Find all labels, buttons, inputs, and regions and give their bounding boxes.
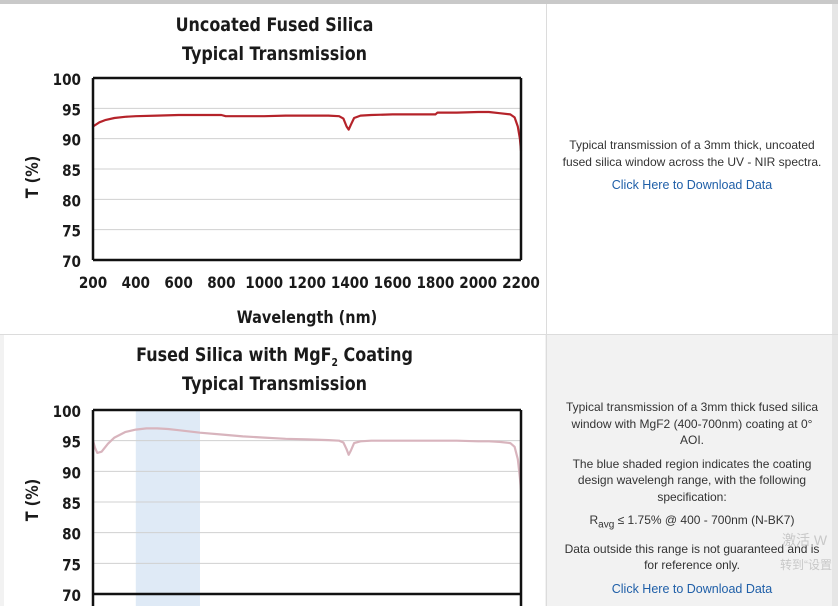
y-tick-label: 100 bbox=[53, 403, 81, 421]
x-tick-label: 1600 bbox=[374, 274, 412, 292]
y-tick-label: 85 bbox=[62, 162, 81, 180]
x-tick-label: 1400 bbox=[331, 274, 369, 292]
spec-subscript: avg bbox=[598, 519, 615, 531]
chart-mgf2-transmission: 100 95 90 85 80 75 70 T (%) bbox=[22, 403, 523, 606]
x-tick-label: 200 bbox=[79, 274, 107, 292]
title-subscript: 2 bbox=[331, 355, 338, 369]
description-block: Typical transmission of a 3mm thick fuse… bbox=[559, 399, 825, 597]
y-tick-label: 95 bbox=[62, 101, 81, 119]
transmission-series-line bbox=[92, 110, 523, 151]
activation-watermark-sub: 转到“设置 bbox=[780, 558, 832, 572]
shaded-region-text: The blue shaded region indicates the coa… bbox=[572, 456, 812, 504]
scrollbar-track[interactable] bbox=[832, 4, 838, 334]
x-tick-label: 600 bbox=[164, 274, 192, 292]
y-tick-label: 100 bbox=[53, 71, 81, 89]
description-block: Typical transmission of a 3mm thick, unc… bbox=[559, 137, 825, 194]
y-tick-label: 85 bbox=[62, 495, 81, 513]
x-tick-label: 400 bbox=[122, 274, 150, 292]
y-tick-label: 75 bbox=[62, 556, 81, 574]
y-axis-label: T (%) bbox=[22, 479, 42, 522]
x-tick-label: 1000 bbox=[245, 274, 283, 292]
chart-cell-uncoated: Uncoated Fused Silica Typical Transmissi… bbox=[4, 4, 545, 334]
description-text: Typical transmission of a 3mm thick fuse… bbox=[565, 400, 819, 447]
coating-range-shade bbox=[135, 410, 200, 606]
x-tick-label: 2000 bbox=[459, 274, 497, 292]
y-tick-label: 90 bbox=[62, 464, 81, 482]
x-tick-label: 800 bbox=[207, 274, 235, 292]
chart-uncoated-transmission: 100 95 90 85 80 75 70 200 400 600 800 1000 1200 1400 1… bbox=[22, 71, 540, 327]
chart-cell-mgf2: Fused Silica with MgF2 Coating Typical T… bbox=[4, 335, 545, 606]
y-tick-label: 70 bbox=[62, 253, 81, 271]
x-tick-label: 1800 bbox=[416, 274, 454, 292]
y-tick-label: 90 bbox=[62, 132, 81, 150]
product-row-uncoated: Uncoated Fused Silica Typical Transmissi… bbox=[0, 4, 838, 335]
description-text: Typical transmission of a 3mm thick, unc… bbox=[562, 138, 822, 169]
y-tick-label: 80 bbox=[62, 192, 81, 210]
chart-title-line2: Typical Transmission bbox=[181, 43, 368, 65]
transmission-series-line bbox=[91, 427, 523, 490]
title-text: Fused Silica with MgF bbox=[136, 344, 332, 366]
x-tick-label: 2200 bbox=[502, 274, 540, 292]
y-tick-label: 75 bbox=[62, 223, 81, 241]
top-border bbox=[0, 0, 838, 4]
x-axis-label: Wavelength (nm) bbox=[237, 307, 377, 327]
disclaimer-text: Data outside this range is not guarantee… bbox=[564, 541, 820, 573]
spec-value: ≤ 1.75% @ 400 - 700nm (N-BK7) bbox=[614, 513, 795, 527]
product-row-mgf2: Fused Silica with MgF2 Coating Typical T… bbox=[0, 335, 838, 606]
activation-watermark: 激活 W bbox=[782, 532, 828, 548]
description-cell-mgf2: Typical transmission of a 3mm thick fuse… bbox=[546, 335, 833, 606]
y-tick-label: 70 bbox=[62, 587, 81, 605]
chart-title-line1: Fused Silica with MgF2 Coating bbox=[47, 341, 501, 377]
y-tick-label: 80 bbox=[62, 526, 81, 544]
title-text-end: Coating bbox=[337, 344, 413, 366]
coating-spec: Ravg ≤ 1.75% @ 400 - 700nm (N-BK7) bbox=[559, 512, 825, 534]
scrollbar-track[interactable] bbox=[832, 335, 838, 606]
download-data-link[interactable]: Click Here to Download Data bbox=[611, 581, 773, 596]
chart-title-line1: Uncoated Fused Silica bbox=[175, 14, 374, 36]
chart-title-line2: Typical Transmission bbox=[181, 373, 368, 395]
y-tick-label: 95 bbox=[62, 434, 81, 452]
description-cell-uncoated: Typical transmission of a 3mm thick, unc… bbox=[546, 4, 833, 334]
x-tick-label: 1200 bbox=[288, 274, 326, 292]
download-data-link[interactable]: Click Here to Download Data bbox=[611, 178, 773, 192]
spec-symbol: R bbox=[589, 513, 599, 527]
y-axis-label: T (%) bbox=[22, 156, 42, 199]
